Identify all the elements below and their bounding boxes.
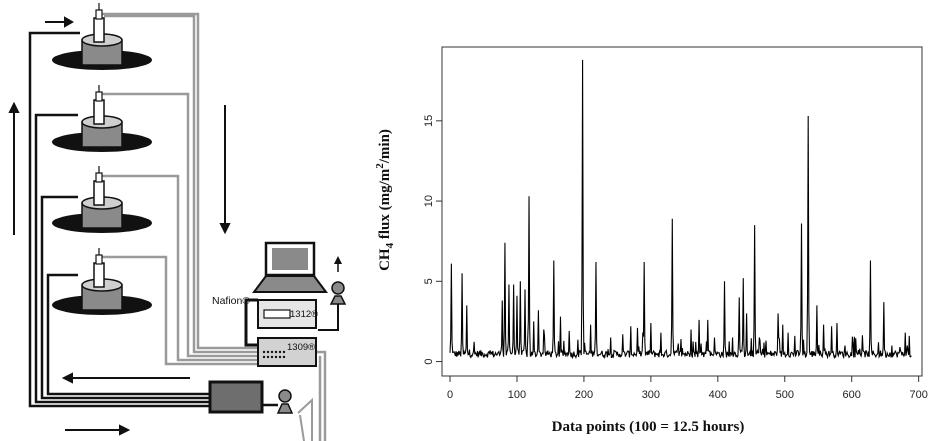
- x-tick-label: 400: [709, 389, 727, 401]
- x-tick-label: 500: [776, 389, 794, 401]
- measurement-system-diagram: Nafion® 1312® 1309®: [8, 3, 347, 441]
- x-tick-label: 700: [909, 389, 927, 401]
- laptop-icon: [252, 241, 328, 293]
- y-tick-label: 10: [423, 195, 435, 207]
- plot-frame: [441, 46, 923, 377]
- ch4-flux-chart: 0 5 10 15 0 100 200 300 400 500 600 700 Data point…: [374, 46, 928, 435]
- x-tick-label: 0: [447, 389, 453, 401]
- x-axis-label: Data points (100 = 12.5 hours): [552, 419, 745, 435]
- x-axis: 0 100 200 300 400 500 600 700: [447, 376, 928, 401]
- chamber-icon: [52, 3, 152, 315]
- y-tick-label: 5: [423, 278, 435, 284]
- nafion-tube: [244, 298, 258, 347]
- y-tick-label: 0: [423, 358, 435, 364]
- x-tick-label: 200: [575, 389, 593, 401]
- return-lines: [28, 31, 278, 408]
- pump-icon: [276, 389, 294, 414]
- analyzer-1312-label: 1312®: [290, 309, 318, 320]
- flow-arrow-icon: [8, 16, 231, 436]
- analyzer-1312: 1312®: [257, 299, 318, 329]
- y-axis-label: CH4 flux (mg/m2/min): [374, 129, 396, 271]
- multiplexer-box: [208, 380, 264, 414]
- analyzer-1309: 1309®: [257, 337, 317, 367]
- x-tick-label: 300: [642, 389, 660, 401]
- x-tick-label: 600: [843, 389, 861, 401]
- analyzer-1309-label: 1309®: [287, 342, 315, 353]
- y-tick-label: 15: [423, 115, 435, 127]
- pump-icon: [318, 256, 347, 331]
- sample-lines: [100, 12, 327, 441]
- y-axis: 0 5 10 15: [423, 115, 442, 365]
- x-tick-label: 100: [508, 389, 526, 401]
- nafion-label: Nafion®: [212, 295, 250, 307]
- ch4-flux-series-line: [449, 59, 912, 360]
